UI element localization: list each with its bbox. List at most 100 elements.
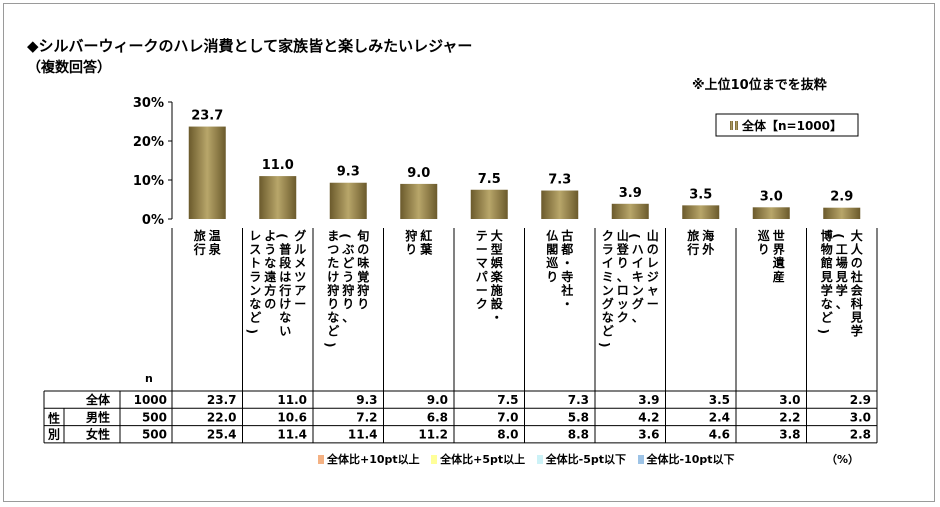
- svg-text:泉: 泉: [209, 242, 222, 257]
- category-label-line: 狩り: [405, 228, 417, 257]
- table-cell: 4.2: [638, 410, 659, 424]
- svg-text:り: り: [546, 270, 558, 284]
- svg-text:閣: 閣: [546, 243, 558, 257]
- category-label-line: 旅行: [193, 228, 206, 257]
- svg-text:世: 世: [773, 228, 785, 243]
- table-n-cell: 500: [142, 410, 167, 424]
- svg-text:ー: ー: [476, 283, 488, 297]
- svg-text:ど: ど: [821, 311, 833, 325]
- chart-title: ◆シルバーウィークのハレ消費として家族皆と楽しみたいレジャー: [27, 37, 473, 55]
- table-cell: 3.0: [779, 393, 800, 407]
- table-cell: 3.8: [779, 428, 800, 442]
- svg-text:楽: 楽: [491, 269, 504, 284]
- table-cell: 11.0: [277, 393, 307, 407]
- svg-text:り: り: [357, 297, 369, 311]
- table-cell: 9.0: [427, 393, 448, 407]
- svg-text:葉: 葉: [419, 242, 433, 257]
- table-row-label: 女性: [86, 427, 110, 442]
- svg-text:ー: ー: [647, 297, 659, 311]
- svg-text:グ: グ: [632, 296, 644, 311]
- svg-text:り: り: [405, 243, 417, 257]
- svg-text:会: 会: [851, 282, 864, 297]
- svg-text:、: 、: [632, 311, 644, 325]
- svg-text:巡: 巡: [758, 228, 770, 243]
- svg-text:施: 施: [491, 282, 503, 297]
- table-group-label: 別: [47, 427, 60, 441]
- svg-text:な: な: [602, 311, 614, 325]
- svg-text:り: り: [342, 297, 354, 311]
- svg-text:温: 温: [209, 229, 221, 243]
- bar: [682, 205, 720, 219]
- svg-text:の: の: [264, 297, 276, 311]
- svg-text:・: ・: [561, 256, 573, 270]
- svg-text:行: 行: [686, 242, 699, 257]
- svg-text:り: り: [617, 256, 629, 270]
- svg-text:大: 大: [851, 228, 863, 243]
- bar-value-label: 7.3: [548, 173, 571, 188]
- table-cell: 23.7: [207, 393, 237, 407]
- svg-text:け: け: [279, 297, 291, 311]
- svg-text:ラ: ラ: [249, 270, 261, 284]
- svg-text:): ): [245, 328, 259, 333]
- svg-text:普: 普: [279, 242, 291, 257]
- svg-text:ン: ン: [249, 283, 261, 297]
- bar: [541, 190, 579, 219]
- svg-text:旅: 旅: [194, 228, 206, 243]
- svg-text:設: 設: [491, 296, 504, 311]
- svg-text:行: 行: [278, 282, 291, 297]
- svg-text:外: 外: [702, 242, 714, 257]
- table-cell: 3.0: [850, 410, 871, 424]
- category-label-line: 紅葉: [419, 228, 433, 257]
- svg-text:): ): [816, 328, 830, 333]
- table-row-label: 男性: [86, 409, 110, 424]
- svg-text:狩: 狩: [327, 282, 339, 297]
- table-cell: 4.6: [709, 428, 730, 442]
- svg-text:界: 界: [773, 242, 785, 257]
- svg-text:館: 館: [820, 255, 833, 270]
- bar-value-label: 9.0: [407, 166, 430, 181]
- svg-text:(: (: [831, 233, 845, 238]
- svg-text:行: 行: [193, 242, 206, 257]
- svg-text:ト: ト: [249, 256, 261, 270]
- table-cell: 7.5: [497, 393, 518, 407]
- svg-text:ー: ー: [294, 297, 306, 311]
- svg-text:学: 学: [851, 323, 863, 338]
- svg-text:紅: 紅: [420, 228, 432, 243]
- category-label-line: 海外: [702, 228, 714, 257]
- svg-text:型: 型: [491, 242, 503, 257]
- svg-text:、: 、: [836, 297, 848, 311]
- table-group-label: 性: [47, 410, 60, 425]
- bar-value-label: 23.7: [191, 109, 223, 124]
- svg-text:): ): [323, 342, 337, 347]
- n-header: n: [145, 372, 153, 385]
- svg-text:産: 産: [773, 269, 785, 284]
- svg-text:ハ: ハ: [632, 243, 644, 257]
- y-tick-label: 20%: [133, 135, 164, 150]
- svg-text:は: は: [279, 270, 291, 284]
- svg-text:ス: ス: [249, 243, 261, 257]
- category-label-line: 旅行: [686, 228, 699, 257]
- svg-text:ど: ど: [249, 311, 261, 325]
- svg-text:(: (: [275, 233, 289, 238]
- table-cell: 3.6: [638, 428, 659, 442]
- svg-text:仏: 仏: [546, 229, 558, 243]
- svg-text:、: 、: [342, 311, 354, 325]
- svg-text:キ: キ: [632, 270, 644, 284]
- svg-text:遺: 遺: [772, 255, 786, 270]
- svg-text:な: な: [249, 297, 261, 311]
- bar-value-label: 3.5: [689, 187, 712, 202]
- chart-note: ※上位10位までを抜粋: [692, 78, 827, 93]
- svg-text:見: 見: [835, 269, 848, 284]
- highlight-item-2: 全体比+5pt以上: [431, 453, 525, 466]
- svg-text:ア: ア: [294, 283, 306, 297]
- svg-text:都: 都: [560, 242, 573, 257]
- chart-subtitle: （複数回答）: [27, 60, 111, 76]
